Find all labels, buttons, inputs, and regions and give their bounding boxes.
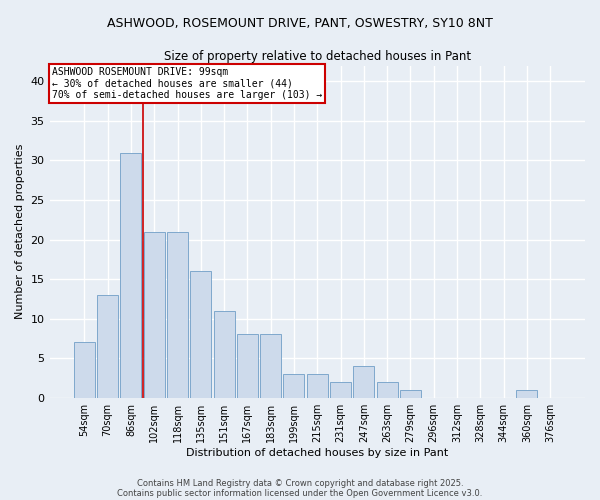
X-axis label: Distribution of detached houses by size in Pant: Distribution of detached houses by size … xyxy=(186,448,448,458)
Bar xyxy=(517,390,538,398)
Bar xyxy=(167,232,188,398)
Bar xyxy=(121,152,142,398)
Y-axis label: Number of detached properties: Number of detached properties xyxy=(15,144,25,320)
Text: ASHWOOD, ROSEMOUNT DRIVE, PANT, OSWESTRY, SY10 8NT: ASHWOOD, ROSEMOUNT DRIVE, PANT, OSWESTRY… xyxy=(107,18,493,30)
Bar xyxy=(307,374,328,398)
Text: ASHWOOD ROSEMOUNT DRIVE: 99sqm
← 30% of detached houses are smaller (44)
70% of : ASHWOOD ROSEMOUNT DRIVE: 99sqm ← 30% of … xyxy=(52,67,322,100)
Bar xyxy=(400,390,421,398)
Bar xyxy=(283,374,304,398)
Text: Contains HM Land Registry data © Crown copyright and database right 2025.: Contains HM Land Registry data © Crown c… xyxy=(137,478,463,488)
Bar xyxy=(237,334,258,398)
Text: Contains public sector information licensed under the Open Government Licence v3: Contains public sector information licen… xyxy=(118,488,482,498)
Bar xyxy=(260,334,281,398)
Bar xyxy=(214,310,235,398)
Bar xyxy=(377,382,398,398)
Bar xyxy=(353,366,374,398)
Bar xyxy=(190,271,211,398)
Bar xyxy=(74,342,95,398)
Title: Size of property relative to detached houses in Pant: Size of property relative to detached ho… xyxy=(164,50,471,63)
Bar xyxy=(144,232,165,398)
Bar xyxy=(330,382,351,398)
Bar xyxy=(97,295,118,398)
